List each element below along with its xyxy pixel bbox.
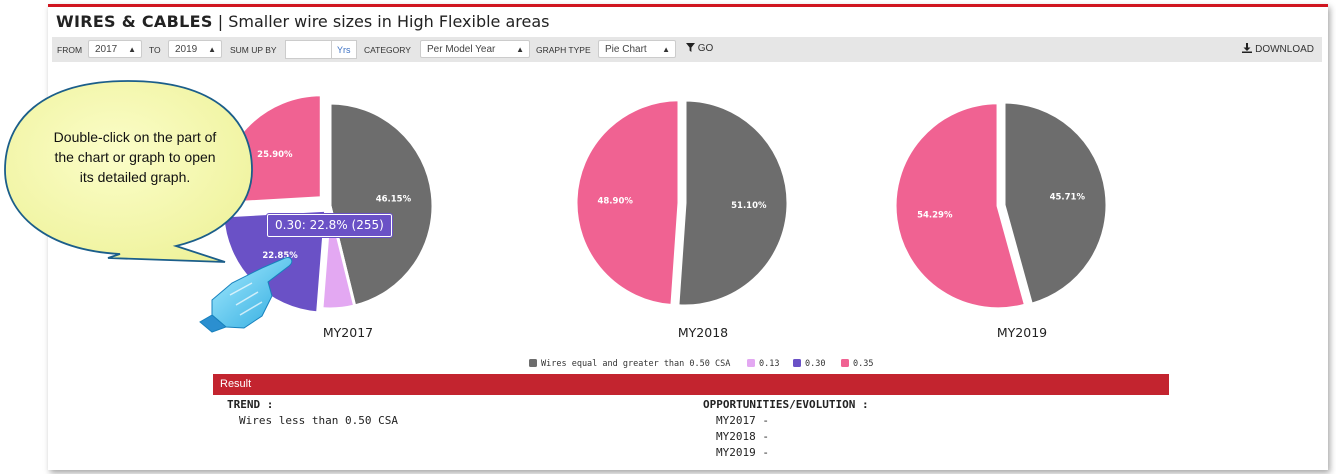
slice-label: 46.15% [376,194,412,204]
sumup-input[interactable] [285,40,332,59]
graph-type-label: GRAPH TYPE [536,45,591,55]
opportunities-label: OPPORTUNITIES/EVOLUTION : [703,398,869,411]
sort-arrows-icon: ▲︎ [516,45,524,54]
filter-toolbar: FROM 2017 ▲︎ TO 2019 ▲︎ SUM UP BY Yrs CA… [52,37,1322,62]
filter-icon [686,43,695,52]
category-select-value: Per Model Year [427,44,496,55]
chart-title: MY2018 [678,325,728,340]
pie-slice[interactable] [574,98,681,308]
legend-label[interactable]: Wires equal and greater than 0.50 CSA [541,359,730,369]
legend-swatch [747,359,755,367]
pie-slice[interactable] [1002,100,1109,307]
from-select[interactable]: 2017 ▲︎ [88,40,142,58]
title-subtitle: Smaller wire sizes in High Flexible area… [228,12,550,31]
slice-label: 51.10% [731,201,767,211]
trend-label: TREND : [227,398,274,411]
chart-title: MY2017 [323,325,373,340]
pie-slice[interactable] [676,98,790,308]
evolution-year: MY2017 - [716,414,769,427]
trend-value: Wires less than 0.50 CSA [239,414,398,427]
to-select[interactable]: 2019 ▲︎ [168,40,222,58]
download-icon [1242,43,1253,53]
graph-type-select[interactable]: Pie Chart ▲︎ [598,40,676,58]
slice-label: 22.85% [262,251,298,261]
title-separator: | [217,12,224,31]
to-select-value: 2019 [175,44,198,55]
from-label: FROM [57,45,83,55]
sumup-unit: Yrs [332,40,357,59]
legend-label[interactable]: 0.35 [853,359,873,369]
legend-label[interactable]: 0.13 [759,359,779,369]
callout-text: Double-click on the part of the chart or… [53,129,217,185]
download-label: DOWNLOAD [1255,44,1314,55]
category-select[interactable]: Per Model Year ▲︎ [420,40,530,58]
sort-arrows-icon: ▲︎ [662,45,670,54]
legend-swatch [841,359,849,367]
to-label: TO [149,45,161,55]
evolution-year: MY2018 - [716,430,769,443]
graph-type-select-value: Pie Chart [605,44,647,55]
from-select-value: 2017 [95,44,118,55]
slice-label: 25.90% [257,150,293,160]
result-header: Result [213,374,1169,395]
sort-arrows-icon: ▲︎ [208,45,216,54]
slice-tooltip: 0.30: 22.8% (255) [266,213,393,238]
evolution-year: MY2019 - [716,446,769,459]
legend-swatch [793,359,801,367]
pie-charts: 46.15% 22.85% 25.90% MY2017 51.10% 48.90% MY20… [216,93,1109,369]
legend-swatch [529,359,537,367]
pie-slice[interactable] [893,101,1028,311]
sumup-label: SUM UP BY [230,45,277,55]
category-label: CATEGORY [364,45,411,55]
slice-label: 54.29% [917,210,953,220]
go-label: GO [697,43,714,54]
legend-label[interactable]: 0.30 [805,359,825,369]
page-title: WIRES & CABLES | Smaller wire sizes in H… [56,12,550,31]
title-bold: WIRES & CABLES [56,12,213,31]
chart-title: MY2019 [997,325,1047,340]
main-panel: WIRES & CABLES | Smaller wire sizes in H… [48,4,1328,470]
go-button[interactable]: GO [686,43,713,54]
sort-arrows-icon: ▲︎ [128,45,136,54]
slice-label: 45.71% [1050,192,1086,202]
download-button[interactable]: DOWNLOAD [1242,43,1314,55]
slice-label: 48.90% [597,197,633,207]
pie-slice[interactable] [328,101,435,308]
